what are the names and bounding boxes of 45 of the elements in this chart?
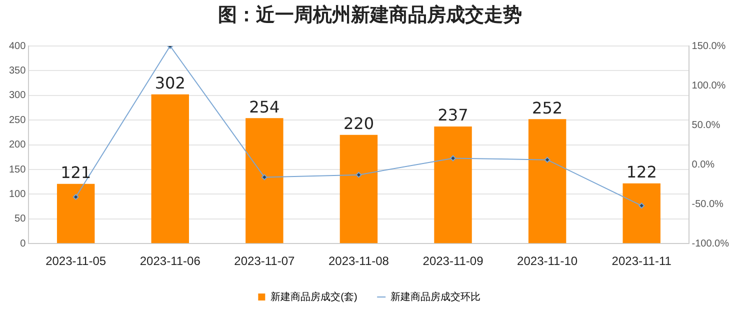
bar	[340, 134, 378, 244]
y2-tick-label: -100.0%	[692, 238, 730, 250]
y-tick-label: 50	[14, 214, 26, 225]
x-tick-label: 2023-11-08	[328, 254, 390, 268]
data-label: 121	[60, 162, 92, 182]
bar	[528, 119, 566, 244]
data-label: 254	[249, 97, 280, 116]
point	[356, 172, 362, 178]
x-tick-label: 2023-11-06	[140, 254, 201, 268]
point	[638, 202, 645, 209]
chart-title: 图：近一周杭州新建商品房成交走势	[217, 3, 523, 28]
bar	[56, 184, 95, 244]
bar	[151, 94, 189, 244]
x-tick-label: 2023-11-09	[422, 254, 484, 268]
point	[72, 194, 79, 200]
y-tick-label: 0	[20, 238, 26, 250]
x-tick-label: 2023-11-11	[612, 254, 672, 268]
y-tick-label: 300	[8, 90, 26, 102]
y2-tick-label: 100.0%	[692, 80, 726, 92]
y2-tick-label: -50.0%	[692, 198, 724, 210]
data-label: 252	[532, 98, 563, 118]
point	[261, 174, 268, 180]
legend-label: 新建商品房成交(套)	[270, 290, 358, 303]
y2-tick-label: 150.0%	[692, 40, 726, 52]
data-label: 302	[154, 74, 186, 93]
y-tick-label: 350	[8, 65, 26, 76]
point	[450, 155, 456, 162]
y-tick-label: 150	[8, 164, 26, 176]
data-label: 122	[626, 162, 657, 182]
bar	[434, 126, 472, 244]
legend-label: 新建商品房成交环比	[390, 290, 480, 303]
y-tick-label: 100	[8, 188, 26, 200]
x-tick-label: 2023-11-05	[46, 254, 106, 268]
data-label: 220	[343, 114, 374, 134]
data-label: 237	[438, 106, 468, 125]
y2-tick-label: 50.0%	[692, 120, 720, 131]
y2-tick-label: 0.0%	[692, 159, 715, 170]
bar	[622, 183, 660, 244]
point	[544, 156, 550, 163]
x-tick-label: 2023-11-10	[517, 254, 578, 268]
y-tick-label: 200	[8, 140, 26, 151]
bar	[246, 118, 284, 244]
x-tick-label: 2023-11-07	[234, 254, 295, 268]
y-tick-label: 250	[8, 114, 26, 126]
y-tick-label: 400	[8, 40, 26, 52]
